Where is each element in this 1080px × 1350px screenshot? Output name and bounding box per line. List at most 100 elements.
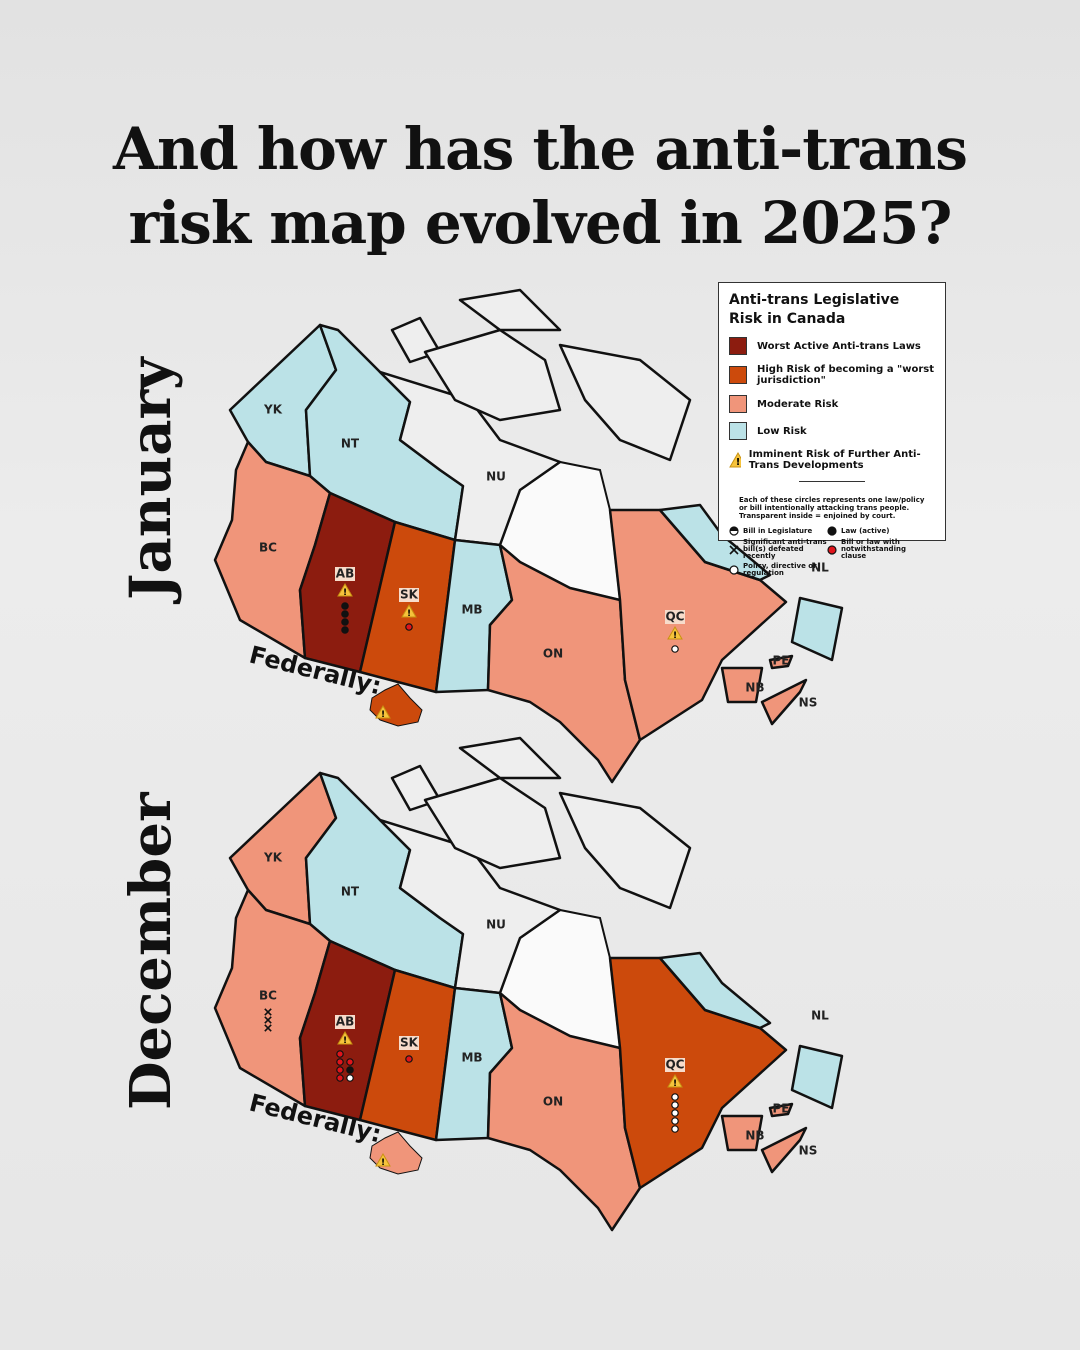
marker	[336, 1074, 344, 1082]
legend-row: High Risk of becoming a "worst jurisdict…	[729, 364, 935, 386]
legend-symbol: Bill or law with notwithstanding clause	[827, 539, 927, 560]
legend-symbol: Bill in Legislature	[729, 526, 827, 536]
warning-mark: !	[407, 609, 411, 619]
province	[720, 1114, 764, 1152]
marker	[346, 1058, 354, 1066]
province	[768, 1102, 794, 1118]
province-code: AB	[336, 567, 354, 581]
warning-mark: !	[673, 631, 677, 641]
marker	[671, 1125, 679, 1133]
marker	[827, 544, 837, 555]
legend-symbol: Law (active)	[827, 526, 927, 536]
marker	[671, 1109, 679, 1117]
province-code: YK	[263, 403, 283, 417]
symbol-icon	[729, 544, 739, 555]
marker	[827, 526, 837, 536]
marker	[336, 1058, 344, 1066]
marker	[405, 1055, 413, 1063]
symbol-label: Law (active)	[841, 526, 890, 535]
warning-mark: !	[381, 1158, 385, 1168]
marker	[346, 1066, 354, 1074]
title: And how has the anti-trans risk map evol…	[113, 115, 968, 257]
province-code: NS	[799, 696, 818, 710]
warning-icon: !	[667, 626, 683, 641]
province-code: YK	[263, 851, 283, 865]
province	[486, 991, 642, 1232]
marker-cross	[264, 1016, 272, 1024]
label-box	[399, 588, 419, 602]
province-code: QC	[665, 610, 684, 624]
warning-triangle	[401, 604, 417, 618]
province-code: QC	[665, 1058, 684, 1072]
legend-symbol: Policy, directive or regulation	[729, 563, 827, 577]
province-code: ON	[543, 1095, 563, 1109]
marker-cross	[729, 544, 739, 555]
warning-icon: !	[667, 1074, 683, 1089]
province	[658, 503, 772, 582]
province-code: NS	[799, 1144, 818, 1158]
province-code: PE	[773, 1102, 790, 1116]
symbol-label: Bill in Legislature	[743, 526, 813, 535]
marker	[341, 610, 349, 618]
legend-label: Low Risk	[757, 425, 807, 437]
marker	[341, 626, 349, 634]
marker	[671, 645, 679, 653]
legend-row: Worst Active Anti-trans Laws	[729, 337, 935, 355]
marker-cross	[264, 1024, 272, 1032]
warning-mark: !	[343, 588, 347, 598]
symbol-icon	[827, 526, 837, 536]
legend-row: Low Risk	[729, 422, 935, 440]
legend-row: ! Imminent Risk of Further Anti-Trans De…	[729, 449, 935, 471]
province	[760, 1126, 808, 1174]
month-label: December	[118, 791, 184, 1110]
warning-icon: !	[375, 1153, 391, 1168]
symbol-label: Bill or law with notwithstanding clause	[841, 538, 906, 560]
marker-cross	[264, 1008, 272, 1016]
marker	[336, 1050, 344, 1058]
marker	[671, 1093, 679, 1101]
legend-label: Moderate Risk	[757, 398, 839, 410]
marker	[346, 1074, 354, 1082]
province-code: NB	[745, 1129, 764, 1143]
label-box	[399, 1036, 419, 1050]
symbol-icon	[729, 526, 739, 536]
province-code: PE	[773, 654, 790, 668]
legend-label: High Risk of becoming a "worst jurisdict…	[757, 364, 935, 386]
legend-swatch	[729, 422, 747, 440]
warning-icon: !	[337, 583, 353, 598]
legend-symbols: Bill in Legislature Law (active) Significa…	[729, 526, 935, 577]
province-code: NB	[745, 681, 764, 695]
legend-swatch	[729, 366, 747, 384]
marker-half	[730, 527, 738, 531]
symbol-icon	[827, 544, 837, 555]
legend-swatch	[729, 395, 747, 413]
warning-triangle	[667, 626, 683, 640]
warning-triangle	[337, 1031, 353, 1045]
marker	[671, 1117, 679, 1125]
warning-triangle	[667, 1074, 683, 1088]
province-code: NL	[811, 1009, 829, 1023]
label-box	[665, 1058, 685, 1072]
warning-mark: !	[343, 1036, 347, 1046]
svg-text:!: !	[736, 457, 741, 468]
legend-row: Moderate Risk	[729, 395, 935, 413]
province-code: MB	[461, 1051, 482, 1065]
province	[458, 736, 562, 780]
legend-title: Anti-trans Legislative Risk in Canada	[729, 292, 900, 327]
province	[458, 288, 562, 332]
label-box	[335, 1015, 355, 1029]
marker	[336, 1066, 344, 1074]
label-box	[665, 610, 685, 624]
province	[790, 596, 844, 662]
province	[790, 1044, 844, 1110]
province-code: BC	[259, 989, 277, 1003]
legend-swatch	[729, 337, 747, 355]
province	[768, 654, 794, 670]
legend-symbol: Significant anti-trans bill(s) defeated …	[729, 539, 827, 560]
province	[658, 951, 772, 1030]
warning-icon: !	[401, 604, 417, 619]
province-code: NL	[811, 561, 829, 575]
